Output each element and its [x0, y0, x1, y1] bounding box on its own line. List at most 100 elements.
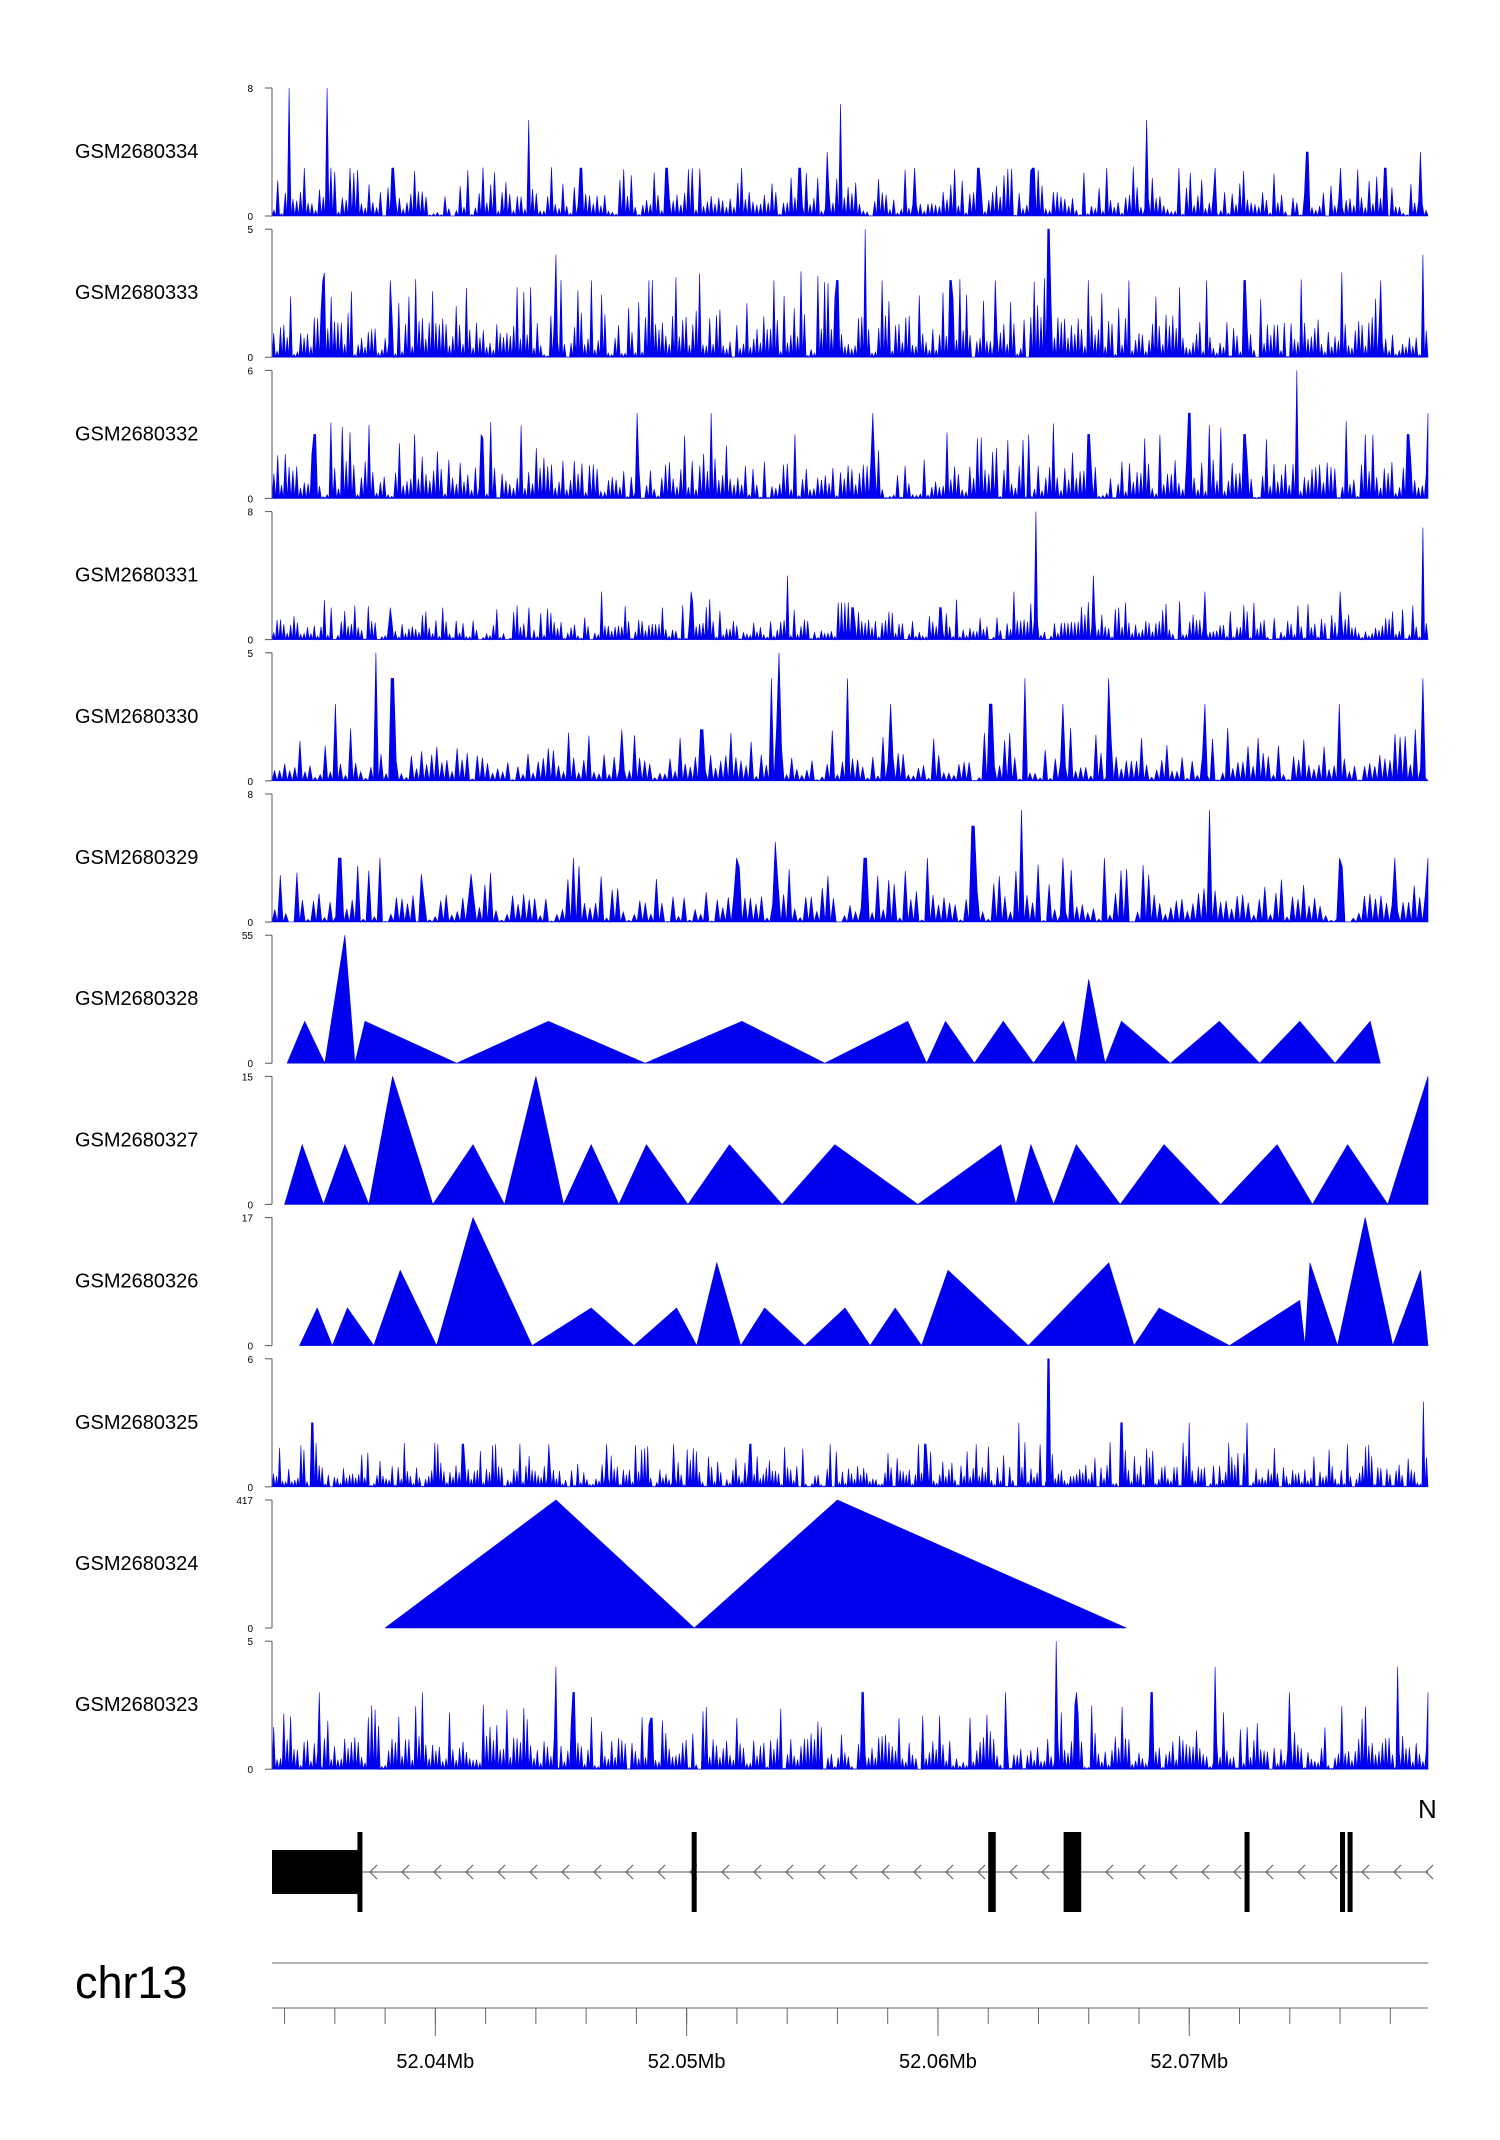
strand-arrow	[401, 1864, 410, 1880]
strand-arrow	[561, 1864, 570, 1880]
y-min-label: 0	[247, 353, 253, 364]
chromosome-label: chr13	[75, 1957, 188, 2008]
coverage-area	[271, 87, 1429, 218]
coverage-area	[271, 652, 1429, 782]
track-label: GSM2680327	[75, 1129, 198, 1151]
cds-exon	[1340, 1832, 1346, 1912]
strand-arrow	[913, 1864, 922, 1880]
gene-model-track: N	[272, 1794, 1437, 1912]
cds-exon	[1347, 1832, 1353, 1912]
strand-arrow	[977, 1864, 986, 1880]
coverage-area	[299, 1216, 1429, 1347]
track-GSM2680330: 5 0 GSM2680330	[75, 649, 1429, 788]
y-min-label: 0	[247, 1483, 253, 1494]
strand-arrow	[945, 1864, 954, 1880]
track-GSM2680332: 6 0 GSM2680332	[75, 366, 1429, 505]
y-max-label: 15	[242, 1072, 254, 1083]
track-label: GSM2680326	[75, 1271, 198, 1293]
track-GSM2680329: 8 0 GSM2680329	[75, 790, 1429, 929]
track-label: GSM2680332	[75, 423, 198, 445]
strand-arrow	[497, 1864, 506, 1880]
strand-arrow	[1361, 1864, 1370, 1880]
y-max-label: 8	[247, 508, 253, 519]
strand-arrow	[1329, 1864, 1338, 1880]
coverage-area	[384, 1499, 1127, 1629]
track-label: GSM2680325	[75, 1412, 198, 1434]
coverage-area	[271, 809, 1429, 924]
cds-exon	[691, 1832, 697, 1912]
tick-label: 52.04Mb	[396, 2051, 474, 2073]
y-min-label: 0	[247, 212, 253, 223]
y-min-label: 0	[247, 494, 253, 505]
strand-arrow	[1137, 1864, 1146, 1880]
coverage-area	[271, 511, 1429, 641]
track-label: GSM2680334	[75, 141, 198, 163]
strand-arrow	[817, 1864, 826, 1880]
strand-arrow	[753, 1864, 762, 1880]
strand-arrow	[657, 1864, 666, 1880]
track-GSM2680331: 8 0 GSM2680331	[75, 508, 1429, 647]
coverage-area	[271, 370, 1429, 500]
strand-arrow	[1009, 1864, 1018, 1880]
strand-arrow	[465, 1864, 474, 1880]
strand-arrow	[1265, 1864, 1274, 1880]
track-GSM2680325: 6 0 GSM2680325	[75, 1355, 1429, 1494]
strand-arrow	[1297, 1864, 1306, 1880]
y-max-label: 6	[247, 1355, 253, 1366]
y-min-label: 0	[247, 1200, 253, 1211]
strand-arrow	[625, 1864, 634, 1880]
y-max-label: 17	[242, 1214, 254, 1225]
y-min-label: 0	[247, 1059, 253, 1070]
track-GSM2680323: 5 0 GSM2680323	[75, 1637, 1429, 1776]
track-label: GSM2680329	[75, 847, 198, 869]
gene-label: N	[1418, 1794, 1437, 1824]
y-min-label: 0	[247, 777, 253, 788]
strand-arrow	[849, 1864, 858, 1880]
y-max-label: 8	[247, 84, 253, 95]
track-label: GSM2680324	[75, 1553, 198, 1575]
y-min-label: 0	[247, 1342, 253, 1353]
y-max-label: 417	[236, 1496, 253, 1507]
track-GSM2680333: 5 0 GSM2680333	[75, 225, 1429, 364]
strand-arrow	[369, 1864, 378, 1880]
coverage-area	[284, 1076, 1429, 1206]
strand-arrow	[1169, 1864, 1178, 1880]
cds-exon	[988, 1832, 996, 1912]
strand-arrow	[1233, 1864, 1242, 1880]
cds-exon	[357, 1832, 363, 1912]
cds-exon	[1063, 1832, 1082, 1912]
y-max-label: 5	[247, 225, 253, 236]
strand-arrow	[593, 1864, 602, 1880]
coverage-area	[271, 1358, 1429, 1488]
strand-arrow	[1425, 1864, 1434, 1880]
y-min-label: 0	[247, 1765, 253, 1776]
track-label: GSM2680328	[75, 988, 198, 1010]
track-label: GSM2680331	[75, 565, 198, 587]
strand-arrow	[529, 1864, 538, 1880]
strand-arrow	[1393, 1864, 1402, 1880]
strand-arrow	[881, 1864, 890, 1880]
coverage-area	[286, 935, 1381, 1065]
y-min-label: 0	[247, 636, 253, 647]
utr-exon	[272, 1850, 360, 1894]
track-GSM2680334: 8 0 GSM2680334	[75, 84, 1429, 223]
strand-arrow	[433, 1864, 442, 1880]
track-label: GSM2680330	[75, 706, 198, 728]
tick-label: 52.07Mb	[1150, 2051, 1228, 2073]
y-max-label: 5	[247, 649, 253, 660]
tick-label: 52.06Mb	[899, 2051, 977, 2073]
track-GSM2680324: 417 0 GSM2680324	[75, 1496, 1127, 1635]
track-label: GSM2680323	[75, 1694, 198, 1716]
strand-arrow	[1041, 1864, 1050, 1880]
strand-arrow	[1201, 1864, 1210, 1880]
strand-arrow	[721, 1864, 730, 1880]
genome-axis: 52.04Mb 52.05Mb 52.06Mb 52.07Mb	[272, 1962, 1428, 2073]
y-max-label: 5	[247, 1637, 253, 1648]
tick-label: 52.05Mb	[648, 2051, 726, 2073]
track-GSM2680327: 15 0 GSM2680327	[75, 1072, 1429, 1211]
track-label: GSM2680333	[75, 282, 198, 304]
y-min-label: 0	[247, 918, 253, 929]
y-min-label: 0	[247, 1624, 253, 1635]
strand-arrow	[785, 1864, 794, 1880]
